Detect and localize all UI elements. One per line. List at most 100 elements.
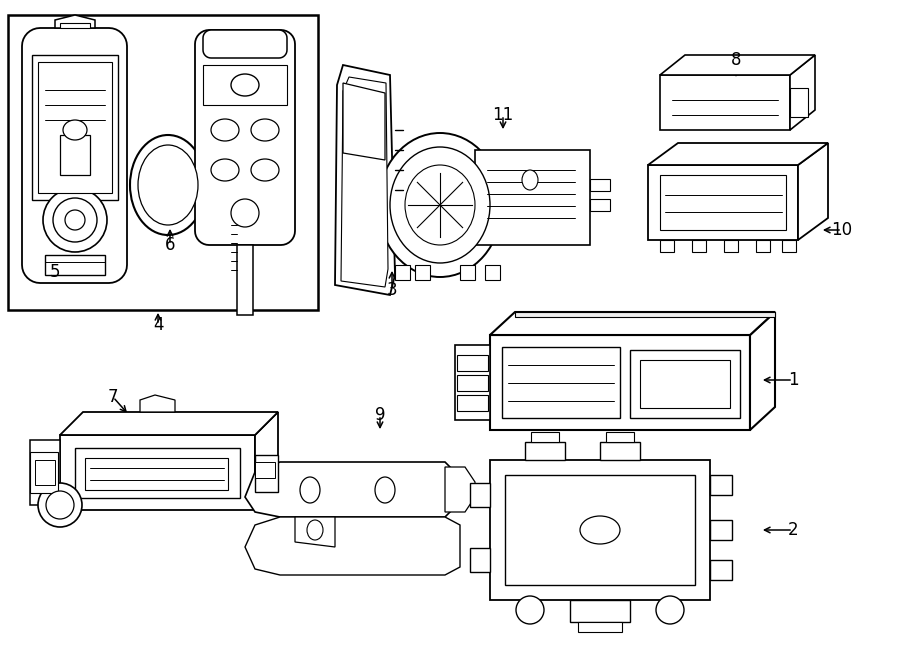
Polygon shape bbox=[32, 55, 118, 200]
Polygon shape bbox=[341, 77, 388, 287]
Polygon shape bbox=[490, 312, 775, 335]
Polygon shape bbox=[60, 135, 90, 175]
Ellipse shape bbox=[43, 188, 107, 252]
Polygon shape bbox=[660, 75, 790, 130]
Polygon shape bbox=[600, 442, 640, 460]
Polygon shape bbox=[790, 55, 815, 130]
Ellipse shape bbox=[300, 477, 320, 503]
Polygon shape bbox=[606, 432, 634, 442]
Polygon shape bbox=[750, 312, 775, 430]
Text: 5: 5 bbox=[50, 263, 60, 281]
Polygon shape bbox=[245, 462, 455, 517]
Polygon shape bbox=[457, 355, 488, 371]
Polygon shape bbox=[490, 335, 750, 430]
Polygon shape bbox=[75, 448, 240, 498]
Polygon shape bbox=[8, 15, 318, 310]
Polygon shape bbox=[502, 347, 620, 418]
Ellipse shape bbox=[251, 119, 279, 141]
Polygon shape bbox=[140, 395, 175, 412]
Polygon shape bbox=[45, 255, 105, 275]
Ellipse shape bbox=[231, 74, 259, 96]
Ellipse shape bbox=[516, 596, 544, 624]
Polygon shape bbox=[525, 442, 565, 460]
Polygon shape bbox=[756, 240, 770, 252]
Ellipse shape bbox=[38, 483, 82, 527]
Polygon shape bbox=[790, 88, 808, 117]
Polygon shape bbox=[630, 350, 740, 418]
Ellipse shape bbox=[231, 199, 259, 227]
Polygon shape bbox=[237, 245, 253, 315]
Ellipse shape bbox=[211, 159, 239, 181]
Polygon shape bbox=[60, 23, 90, 28]
Text: 8: 8 bbox=[731, 51, 742, 69]
Polygon shape bbox=[455, 345, 490, 420]
Polygon shape bbox=[570, 600, 630, 622]
Polygon shape bbox=[470, 483, 490, 507]
Text: 10: 10 bbox=[832, 221, 852, 239]
Polygon shape bbox=[245, 517, 460, 575]
Polygon shape bbox=[724, 240, 738, 252]
Polygon shape bbox=[295, 517, 335, 547]
Polygon shape bbox=[255, 455, 278, 492]
Polygon shape bbox=[38, 62, 112, 193]
Ellipse shape bbox=[251, 159, 279, 181]
Polygon shape bbox=[505, 475, 695, 585]
Polygon shape bbox=[470, 548, 490, 572]
Polygon shape bbox=[490, 460, 710, 600]
Polygon shape bbox=[395, 265, 410, 280]
Ellipse shape bbox=[63, 120, 87, 140]
Ellipse shape bbox=[405, 165, 475, 245]
Polygon shape bbox=[640, 360, 730, 408]
Polygon shape bbox=[660, 55, 815, 75]
Polygon shape bbox=[343, 83, 385, 160]
Polygon shape bbox=[195, 30, 295, 245]
Polygon shape bbox=[255, 412, 278, 510]
Ellipse shape bbox=[211, 119, 239, 141]
Polygon shape bbox=[590, 199, 610, 211]
Text: 3: 3 bbox=[387, 281, 397, 299]
Polygon shape bbox=[692, 240, 706, 252]
Polygon shape bbox=[255, 462, 275, 478]
Polygon shape bbox=[22, 28, 127, 283]
Polygon shape bbox=[55, 15, 95, 28]
Polygon shape bbox=[648, 165, 798, 240]
Ellipse shape bbox=[522, 170, 538, 190]
Polygon shape bbox=[60, 435, 255, 510]
Polygon shape bbox=[485, 265, 500, 280]
Polygon shape bbox=[60, 412, 278, 435]
Polygon shape bbox=[445, 467, 475, 512]
Polygon shape bbox=[415, 265, 430, 280]
Text: 2: 2 bbox=[788, 521, 798, 539]
Ellipse shape bbox=[307, 520, 323, 540]
Polygon shape bbox=[460, 265, 475, 280]
Ellipse shape bbox=[580, 516, 620, 544]
Polygon shape bbox=[648, 143, 828, 165]
Text: 1: 1 bbox=[788, 371, 798, 389]
Ellipse shape bbox=[130, 135, 206, 235]
Polygon shape bbox=[660, 175, 786, 230]
Polygon shape bbox=[531, 432, 559, 442]
Polygon shape bbox=[203, 65, 287, 105]
Polygon shape bbox=[457, 395, 488, 411]
Polygon shape bbox=[710, 475, 732, 495]
Text: 7: 7 bbox=[108, 388, 118, 406]
Polygon shape bbox=[578, 622, 622, 632]
Polygon shape bbox=[782, 240, 796, 252]
Polygon shape bbox=[475, 150, 590, 245]
Polygon shape bbox=[515, 312, 775, 317]
Polygon shape bbox=[660, 240, 674, 252]
Ellipse shape bbox=[138, 145, 198, 225]
Polygon shape bbox=[30, 452, 58, 493]
Polygon shape bbox=[335, 65, 395, 295]
Ellipse shape bbox=[65, 210, 85, 230]
Polygon shape bbox=[710, 560, 732, 580]
Polygon shape bbox=[710, 520, 732, 540]
Polygon shape bbox=[798, 143, 828, 240]
Ellipse shape bbox=[656, 596, 684, 624]
Text: 6: 6 bbox=[165, 236, 176, 254]
Ellipse shape bbox=[46, 491, 74, 519]
Text: 9: 9 bbox=[374, 406, 385, 424]
Ellipse shape bbox=[53, 198, 97, 242]
Ellipse shape bbox=[375, 477, 395, 503]
Polygon shape bbox=[30, 440, 60, 505]
